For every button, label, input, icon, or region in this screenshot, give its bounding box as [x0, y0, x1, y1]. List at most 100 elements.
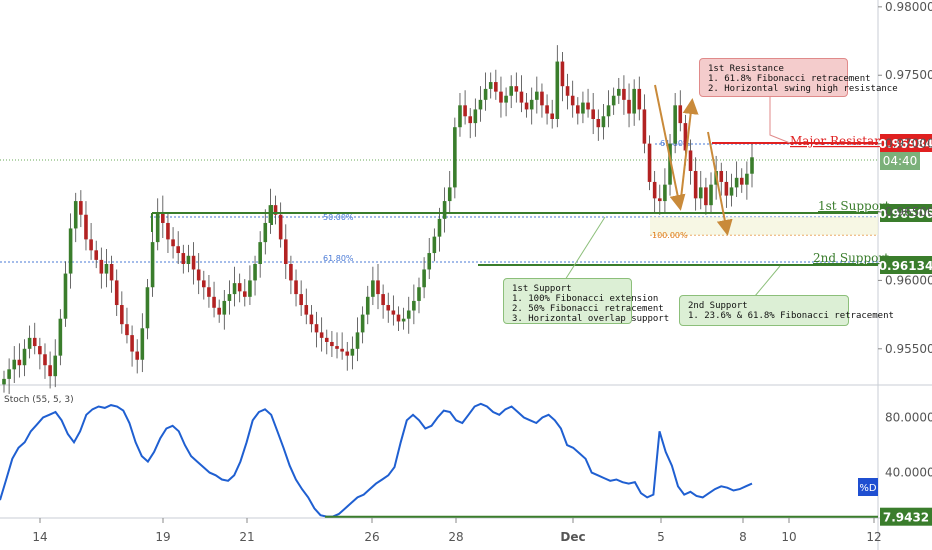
candle-body [273, 205, 278, 215]
candle-body [38, 346, 42, 355]
candle-body [7, 369, 11, 379]
time-tick-label: 5 [657, 530, 665, 544]
time-tick-label: 21 [239, 530, 254, 544]
candle-body [745, 173, 749, 185]
candle-body [253, 263, 257, 281]
candle-body [550, 113, 554, 120]
candle-body [704, 187, 708, 206]
candle-body [601, 116, 606, 128]
candle-body [283, 239, 288, 264]
candle-body [237, 283, 242, 292]
projection-arrow [679, 98, 699, 208]
level-label: 1st Support [818, 199, 890, 213]
level-price-tag-text: 0.96984 [879, 137, 932, 151]
candle-body [125, 324, 129, 336]
stochastic-pane: Stoch (55, 5, 3) 7.9432 %D [0, 395, 932, 526]
price-tick-label: 0.96500 [885, 205, 932, 219]
candle-body [442, 201, 447, 219]
candle-body [2, 378, 6, 385]
support1-annotation[interactable]: 1st Support 1. 100% Fibonacci extension … [503, 278, 669, 324]
fib-label: 100.00% [652, 231, 688, 240]
support1-annotation-line-2: 2. 50% Fibonacci retracement [512, 304, 664, 314]
candle-body [120, 305, 124, 325]
support2-annotation[interactable]: 2nd Support 1. 23.6% & 61.8% Fibonacci r… [679, 295, 894, 326]
candle-body [663, 184, 667, 202]
candle-body [314, 324, 319, 333]
candle-body [524, 102, 529, 110]
candle-body [22, 348, 27, 366]
candle-body [32, 337, 37, 347]
candle-body [750, 157, 754, 174]
resistance-annotation-title: 1st Resistance [708, 64, 784, 74]
candle-body [739, 177, 744, 185]
candle-body [514, 86, 519, 92]
candle-body [535, 91, 539, 100]
candle-body [693, 170, 698, 199]
candle-body [176, 246, 180, 254]
candle-body [350, 348, 355, 356]
candle-body [396, 314, 401, 322]
candle-body [673, 105, 677, 144]
candle-body [432, 236, 437, 254]
candle-body [268, 205, 273, 223]
stoch-level-tag-text: 7.9432 [883, 511, 929, 525]
candle-body [657, 198, 662, 202]
candle-body [386, 305, 391, 311]
support2-annotation-line-1: 1. 23.6% & 61.8% Fibonacci retracement [688, 311, 894, 321]
candle-body [324, 337, 329, 342]
stoch-tick-label: 40.0000 [885, 466, 932, 480]
candle-body [406, 310, 411, 319]
candle-body [135, 351, 140, 360]
candle-body [560, 61, 565, 87]
candle-body [463, 105, 467, 117]
candle-body [140, 328, 145, 360]
level-label: Major Resistance [790, 134, 896, 148]
candle-body [181, 253, 186, 264]
time-tick-label: 28 [448, 530, 463, 544]
candle-body [12, 359, 17, 370]
candle-body [381, 294, 385, 306]
candle-body [79, 201, 83, 215]
candle-body [227, 294, 232, 301]
candle-body [27, 337, 32, 349]
candle-body [89, 239, 93, 251]
candle-body [212, 296, 216, 308]
candle-body [155, 212, 160, 243]
candle-body [437, 218, 442, 237]
candle-body [248, 280, 252, 297]
candle-body [581, 102, 585, 114]
support2-annotation-title: 2nd Support [688, 301, 748, 311]
price-tick-label: 0.97000 [885, 137, 932, 151]
candle-body [499, 91, 503, 103]
level-price-tag-text: 0.96134 [879, 259, 932, 273]
stoch-d-line [0, 402, 753, 518]
level-price-tag-text: 0.96506 [879, 207, 932, 221]
resistance-annotation[interactable]: 1st Resistance 1. 61.8% Fibonacci retrac… [699, 58, 898, 97]
projection-arrows [654, 84, 733, 236]
support1-pointer [564, 216, 606, 281]
candle-body [488, 82, 493, 89]
time-tick-label: Dec [560, 530, 585, 544]
candle-body [632, 88, 636, 114]
candle-body [319, 332, 324, 338]
candle-body [196, 269, 201, 281]
level-price-tag [880, 134, 932, 152]
candle-body [734, 177, 739, 188]
candle-body [289, 263, 293, 281]
candle-body [509, 86, 514, 96]
projection-arrow [654, 84, 686, 211]
candle-body [232, 283, 237, 295]
candle-body [616, 88, 621, 96]
candle-body [150, 242, 155, 288]
candle-body [371, 280, 375, 297]
candle-body [166, 222, 170, 240]
stoch-title: Stoch (55, 5, 3) [4, 395, 74, 405]
candle-body [186, 255, 191, 264]
fibonacci-lines: 50.00%61.80%61.80%100.00% [0, 139, 878, 263]
support1-annotation-title: 1st Support [512, 284, 572, 294]
candle-body [242, 291, 247, 297]
candle-body [304, 305, 309, 315]
